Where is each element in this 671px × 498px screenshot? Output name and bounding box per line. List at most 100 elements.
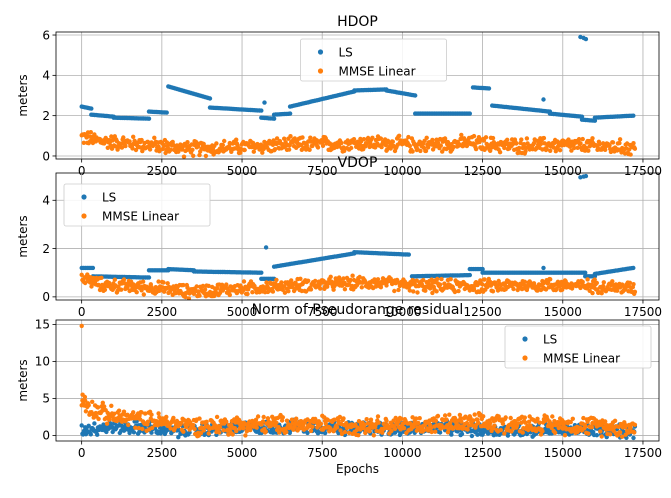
- data-point: [342, 429, 348, 435]
- y-tick-label: 5: [42, 392, 50, 406]
- data-point: [552, 430, 558, 435]
- legend-marker: [522, 336, 528, 342]
- data-point: [418, 148, 423, 154]
- chart-title: VDOP: [338, 155, 378, 171]
- data-point: [119, 145, 125, 150]
- data-point: [469, 433, 475, 439]
- data-point: [538, 141, 544, 146]
- x-tick-label: 12500: [463, 446, 501, 460]
- data-point: [569, 286, 575, 291]
- series-mmse-linear: [79, 323, 638, 439]
- data-point: [590, 290, 595, 296]
- legend-marker: [317, 49, 324, 55]
- data-point: [416, 420, 421, 426]
- data-point: [320, 143, 326, 148]
- data-point: [428, 425, 434, 431]
- data-point: [310, 424, 315, 429]
- data-point: [234, 428, 239, 434]
- data-point: [580, 279, 585, 285]
- data-point: [388, 146, 393, 151]
- data-point: [610, 279, 615, 284]
- y-tick-label: 2: [42, 242, 50, 256]
- data-point: [95, 405, 101, 410]
- data-point: [198, 431, 204, 436]
- data-point: [599, 434, 604, 439]
- data-point: [288, 134, 293, 139]
- data-point: [284, 429, 289, 435]
- data-point: [339, 140, 344, 146]
- data-point: [583, 424, 588, 429]
- data-point: [480, 282, 485, 287]
- data-point: [517, 145, 522, 151]
- legend: LS MMSE Linear: [63, 183, 211, 227]
- data-point: [583, 36, 589, 42]
- data-point: [261, 414, 266, 420]
- y-tick-label: 4: [42, 69, 50, 83]
- data-point: [284, 418, 290, 423]
- y-axis-label: meters: [16, 74, 30, 116]
- x-tick-label: 7500: [307, 446, 338, 460]
- x-tick-label: 17500: [624, 164, 662, 178]
- data-point: [523, 420, 528, 425]
- data-point: [206, 283, 211, 289]
- data-point: [492, 423, 497, 428]
- data-point: [500, 421, 506, 426]
- data-point: [475, 432, 480, 437]
- data-point: [194, 284, 199, 289]
- data-point: [81, 140, 87, 145]
- data-point: [264, 280, 269, 285]
- data-point: [437, 282, 443, 287]
- data-point: [594, 280, 599, 286]
- data-point: [392, 288, 397, 294]
- data-point: [141, 292, 146, 297]
- data-point: [447, 412, 452, 417]
- data-point: [523, 149, 528, 154]
- data-point: [562, 433, 568, 438]
- data-point: [274, 277, 279, 283]
- data-point: [364, 417, 369, 422]
- data-point: [445, 139, 451, 145]
- data-point: [632, 289, 638, 294]
- data-point: [200, 283, 206, 289]
- data-point: [396, 287, 401, 293]
- data-point: [378, 285, 384, 290]
- x-tick-label: 15000: [544, 305, 582, 319]
- data-point: [318, 286, 323, 291]
- data-point: [325, 417, 331, 423]
- data-point: [254, 425, 259, 430]
- data-point: [545, 280, 551, 285]
- data-point: [600, 283, 606, 289]
- data-point: [435, 276, 440, 282]
- data-point: [109, 403, 114, 408]
- data-point: [598, 429, 603, 434]
- series-ls: [79, 173, 636, 281]
- data-point: [140, 279, 146, 284]
- data-point: [620, 434, 625, 439]
- series-ls: [79, 34, 636, 123]
- data-point: [188, 420, 193, 425]
- data-point: [83, 398, 88, 403]
- data-point: [168, 426, 173, 431]
- legend-marker: [522, 355, 528, 361]
- data-point: [384, 283, 389, 288]
- data-point: [263, 429, 268, 434]
- data-point: [424, 135, 429, 140]
- data-point: [392, 426, 398, 431]
- data-point: [505, 433, 511, 438]
- y-axis-label: meters: [16, 215, 30, 257]
- y-axis-label: meters: [16, 359, 30, 401]
- data-point: [325, 284, 330, 289]
- data-point: [294, 416, 299, 421]
- data-point: [289, 278, 294, 283]
- chart-title: Norm of Pseudorange residual: [252, 302, 464, 318]
- legend-marker: [317, 68, 324, 74]
- data-point: [417, 416, 422, 421]
- legend-label: LS: [339, 45, 353, 59]
- data-point: [342, 287, 348, 292]
- series-mmse-linear: [79, 130, 638, 159]
- data-point: [243, 433, 248, 438]
- data-point: [227, 292, 232, 298]
- data-point: [480, 266, 485, 272]
- data-point: [448, 277, 453, 282]
- data-point: [306, 278, 311, 283]
